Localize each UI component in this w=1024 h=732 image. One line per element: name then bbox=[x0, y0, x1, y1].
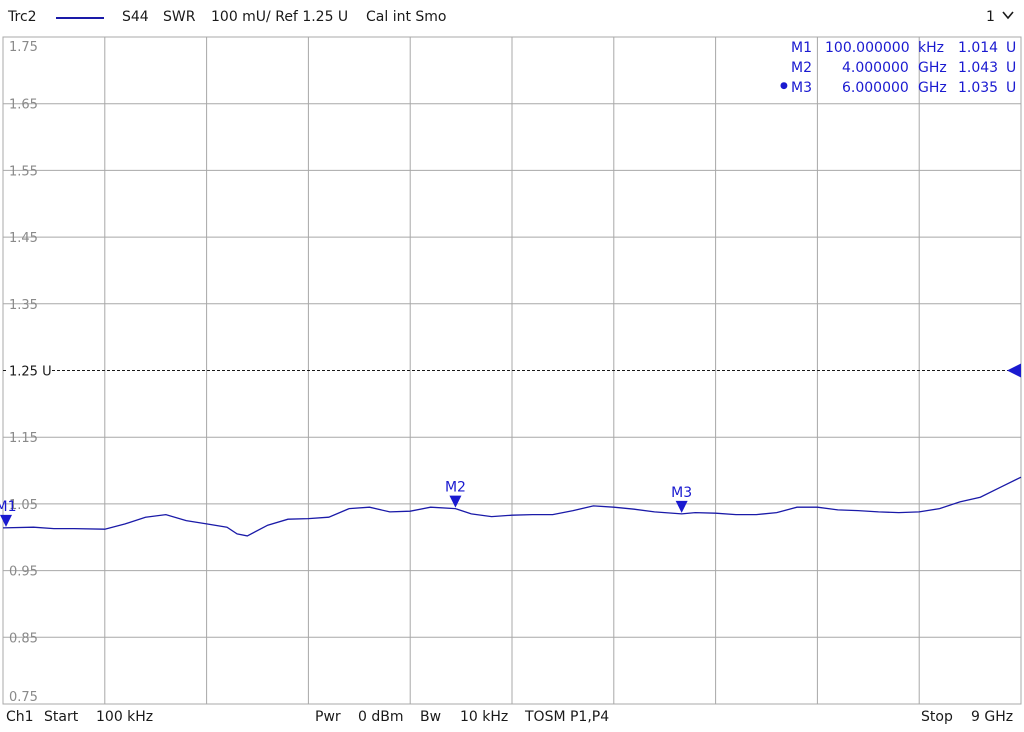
active-marker-dot-icon: ● bbox=[780, 81, 788, 91]
marker-name: M1 bbox=[791, 40, 812, 56]
stop-value[interactable]: 9 GHz bbox=[971, 709, 1014, 725]
y-tick-label: 1.05 bbox=[9, 498, 38, 513]
marker-frequency: 6.000000 bbox=[842, 80, 909, 96]
start-value[interactable]: 100 kHz bbox=[96, 709, 154, 725]
bandwidth-value[interactable]: 10 kHz bbox=[460, 709, 509, 725]
marker-row-m2[interactable]: M2 4.000000 GHz 1.043 U bbox=[778, 60, 1018, 80]
marker-frequency-unit: GHz bbox=[918, 80, 947, 96]
marker-value-unit: U bbox=[1006, 40, 1017, 56]
marker-row-m3[interactable]: ● M3 6.000000 GHz 1.035 U bbox=[778, 80, 1018, 100]
y-tick-label: 1.65 bbox=[9, 98, 38, 113]
marker-triangle-icon bbox=[449, 495, 462, 508]
reference-level-label: 1.25 U bbox=[9, 365, 52, 380]
y-tick-label: 1.45 bbox=[9, 231, 38, 246]
trace-format[interactable]: SWR bbox=[163, 9, 196, 25]
trace-cal-status[interactable]: Cal int Smo bbox=[366, 9, 447, 25]
y-tick-label: 1.75 bbox=[9, 40, 38, 55]
channel-name[interactable]: Ch1 bbox=[6, 709, 34, 725]
trace-parameter[interactable]: S44 bbox=[122, 9, 149, 25]
y-tick-label: 1.15 bbox=[9, 431, 38, 446]
power-value[interactable]: 0 dBm bbox=[358, 709, 404, 725]
trace-header: Trc2 S44 SWR 100 mU/ Ref 1.25 U Cal int … bbox=[0, 0, 1024, 36]
marker-value: 1.043 bbox=[958, 60, 999, 76]
grid bbox=[2, 36, 1022, 705]
marker-label: M1 bbox=[0, 499, 17, 515]
trace-scale[interactable]: 100 mU/ Ref 1.25 U bbox=[211, 9, 349, 25]
marker-frequency-unit: kHz bbox=[918, 40, 944, 56]
y-tick-label: 1.55 bbox=[9, 164, 38, 179]
marker-layer: M1 M2 M3 bbox=[0, 480, 692, 527]
marker-label: M3 bbox=[671, 485, 692, 501]
stop-label[interactable]: Stop bbox=[921, 709, 953, 725]
start-label[interactable]: Start bbox=[44, 709, 79, 725]
marker-name: M2 bbox=[791, 60, 812, 76]
trace-legend-line bbox=[56, 17, 104, 19]
marker-value-unit: U bbox=[1006, 60, 1017, 76]
window-number[interactable]: 1 bbox=[986, 9, 995, 25]
y-tick-labels: 1.75 1.65 1.55 1.45 1.35 1.25 U 1.15 1.05 0.95 0.… bbox=[9, 40, 52, 705]
marker-triangle-icon bbox=[675, 500, 688, 513]
marker-value-unit: U bbox=[1006, 80, 1017, 96]
marker-value: 1.014 bbox=[958, 40, 999, 56]
y-tick-label: 0.85 bbox=[9, 631, 38, 646]
marker-name: M3 bbox=[791, 80, 812, 96]
marker-value: 1.035 bbox=[958, 80, 999, 96]
y-tick-label: 0.75 bbox=[9, 690, 38, 705]
marker-frequency: 100.000000 bbox=[825, 40, 910, 56]
marker-table: M1 100.000000 kHz 1.014 U M2 4.000000 GH… bbox=[778, 40, 1018, 100]
marker-frequency-unit: GHz bbox=[918, 60, 947, 76]
power-label[interactable]: Pwr bbox=[315, 709, 341, 725]
chevron-down-icon[interactable] bbox=[1000, 7, 1016, 27]
y-tick-label: 1.35 bbox=[9, 298, 38, 313]
channel-footer: Ch1 Start 100 kHz Pwr 0 dBm Bw 10 kHz TO… bbox=[0, 704, 1024, 732]
marker-triangle-icon bbox=[0, 514, 12, 527]
marker-frequency: 4.000000 bbox=[842, 60, 909, 76]
y-tick-label: 0.95 bbox=[9, 565, 38, 580]
trace-line bbox=[2, 476, 1022, 537]
reference-level-arrow-icon bbox=[1007, 363, 1021, 378]
bandwidth-label[interactable]: Bw bbox=[420, 709, 442, 725]
series-layer bbox=[2, 476, 1022, 537]
marker-label: M2 bbox=[445, 480, 466, 496]
calibration-type[interactable]: TOSM P1,P4 bbox=[525, 709, 610, 725]
trace-name[interactable]: Trc2 bbox=[8, 9, 37, 25]
marker-row-m1[interactable]: M1 100.000000 kHz 1.014 U bbox=[778, 40, 1018, 60]
